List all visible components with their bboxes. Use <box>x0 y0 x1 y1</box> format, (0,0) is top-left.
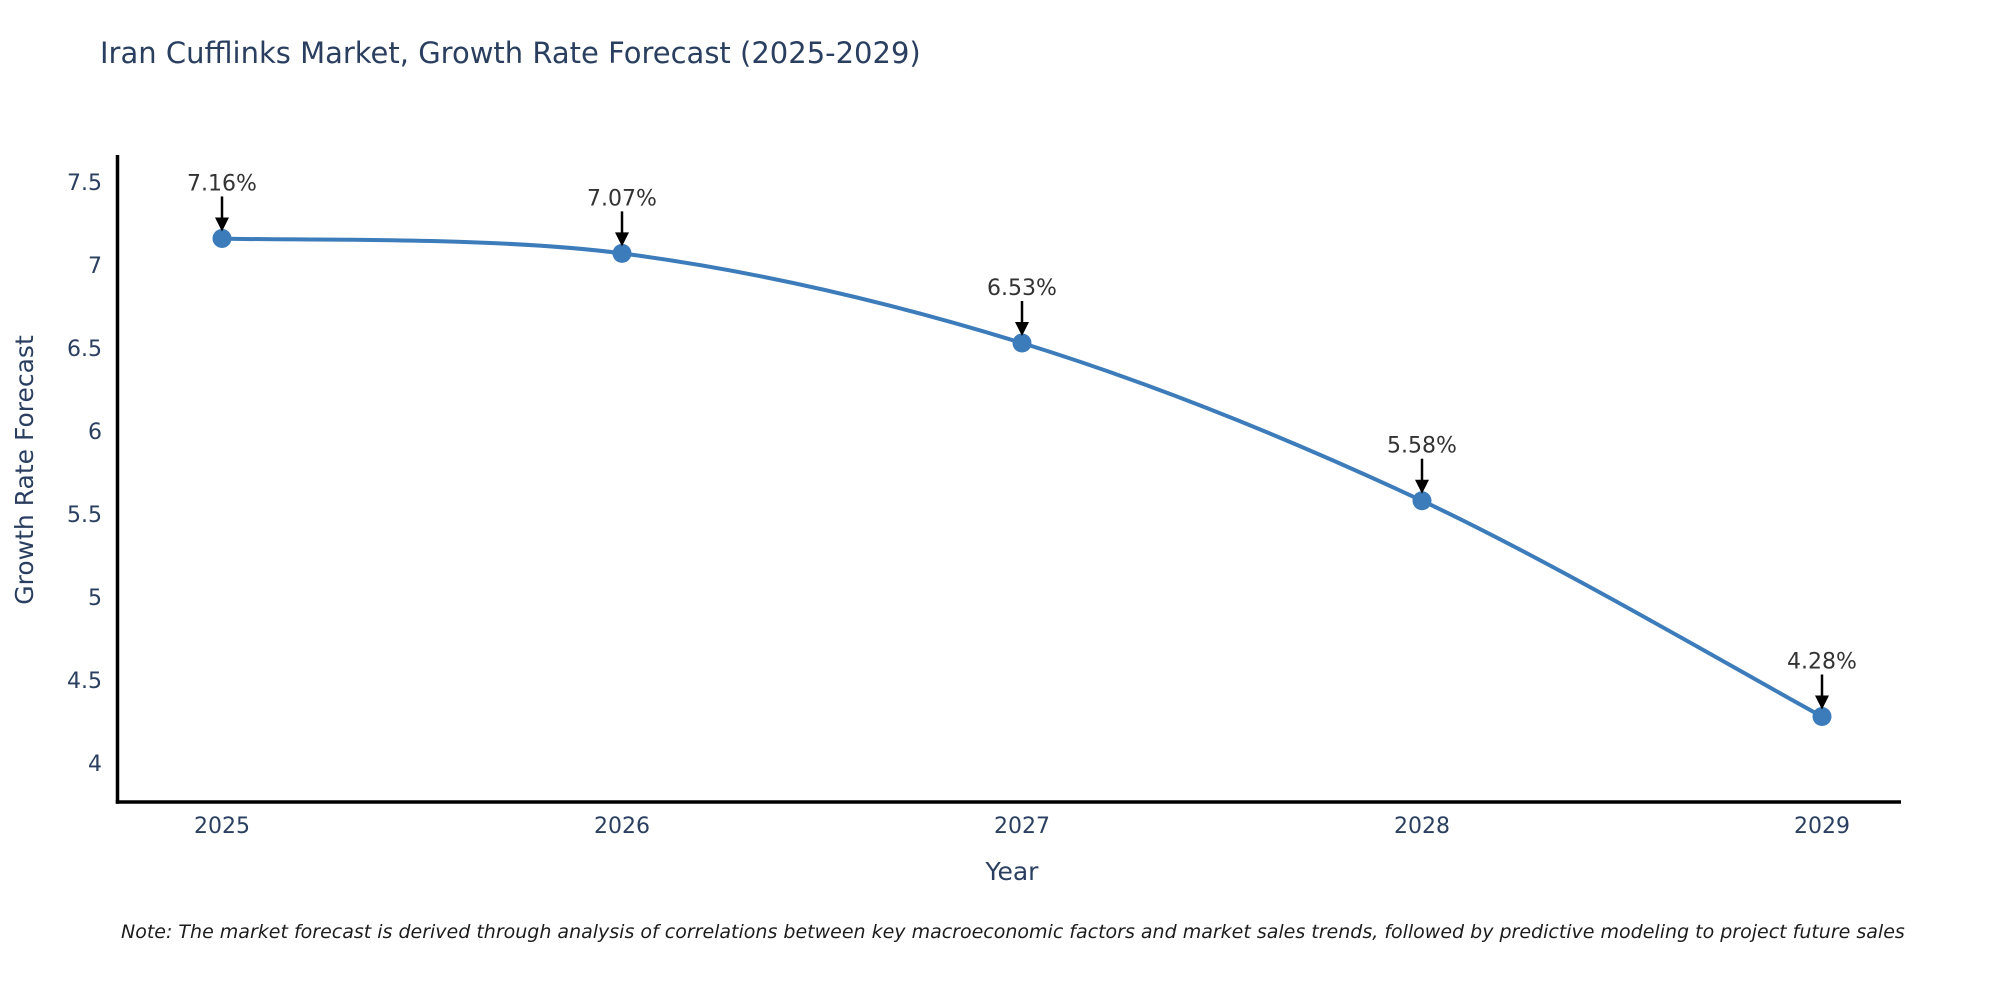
annotation-arrowhead-icon <box>615 232 629 247</box>
y-tick-label: 4.5 <box>67 669 102 694</box>
y-tick-label: 7 <box>88 254 102 279</box>
x-tick-label: 2025 <box>194 814 250 839</box>
annotation-arrowhead-icon <box>1415 479 1429 494</box>
annotation-label: 4.28% <box>1787 650 1857 675</box>
y-tick-label: 7.5 <box>67 171 102 196</box>
annotation-arrowhead-icon <box>215 217 229 232</box>
chart-title: Iran Cufflinks Market, Growth Rate Forec… <box>100 36 921 70</box>
annotation-label: 5.58% <box>1387 434 1457 459</box>
footnote: Note: The market forecast is derived thr… <box>121 921 1905 943</box>
annotation-arrowhead-icon <box>1815 695 1829 710</box>
x-tick-label: 2027 <box>994 814 1050 839</box>
data-point-marker[interactable] <box>612 243 632 263</box>
x-axis-title: Year <box>985 857 1040 886</box>
annotation-label: 6.53% <box>987 276 1057 301</box>
y-tick-label: 6.5 <box>67 337 102 362</box>
x-tick-label: 2028 <box>1394 814 1450 839</box>
annotation-arrowhead-icon <box>1015 322 1029 337</box>
y-tick-label: 6 <box>88 420 102 445</box>
annotation-label: 7.16% <box>187 171 257 196</box>
y-tick-label: 5.5 <box>67 503 102 528</box>
data-point-marker[interactable] <box>1012 333 1032 353</box>
data-point-marker[interactable] <box>212 228 232 248</box>
data-point-marker[interactable] <box>1412 491 1432 511</box>
annotation-label: 7.07% <box>587 186 657 211</box>
tick-layer: 4 4.5 5 5.5 6 6.5 7 7.5 2025 2026 2027 2028 2029 <box>67 171 1850 839</box>
x-tick-label: 2029 <box>1794 814 1850 839</box>
y-tick-label: 5 <box>88 586 102 611</box>
y-axis-title: Growth Rate Forecast <box>10 335 39 605</box>
series-layer <box>212 228 1832 727</box>
data-point-marker[interactable] <box>1812 707 1832 727</box>
x-tick-label: 2026 <box>594 814 650 839</box>
annotation-layer: 7.16% 7.07% 6.53% 5.58% 4.28% <box>187 171 1857 710</box>
y-tick-label: 4 <box>88 752 102 777</box>
